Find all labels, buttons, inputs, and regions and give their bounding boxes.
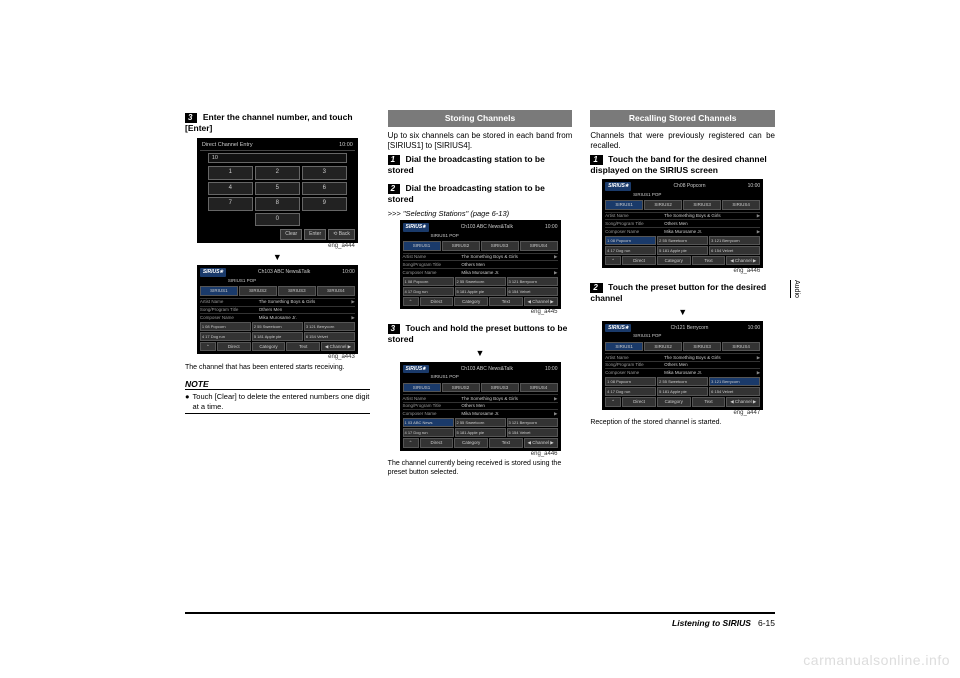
image-label: eng_a446 — [605, 268, 760, 276]
step-number: 1 — [388, 155, 400, 165]
back-button: ⟲ Back — [328, 229, 355, 239]
sirius-logo: SIRIUS🞲 — [200, 268, 226, 276]
manual-page: 3 Enter the channel number, and touch [E… — [185, 110, 775, 630]
sirius-screen: SIRIUS🞲 Ch103 ABC News&Talk 10:00 SIRIUS… — [400, 220, 561, 309]
key-0: 0 — [255, 213, 300, 227]
enter-button: Enter — [304, 229, 326, 239]
step-number: 2 — [590, 283, 602, 293]
key-9: 9 — [302, 197, 347, 211]
key-4: 4 — [208, 182, 253, 196]
key-6: 6 — [302, 182, 347, 196]
step-2: 2 Touch the preset button for the desire… — [590, 282, 775, 304]
entry-value: 10 — [208, 153, 347, 164]
tab-sirius3: SIRIUS3 — [278, 286, 316, 296]
reference: >>> "Selecting Stations" (page 6-13) — [388, 209, 573, 218]
caption: Reception of the stored channel is start… — [590, 419, 775, 428]
step-3: 3 Enter the channel number, and touch [E… — [185, 112, 370, 134]
step-1: 1 Dial the broadcasting station to be st… — [388, 154, 573, 176]
step-3: 3 Touch and hold the preset buttons to b… — [388, 323, 573, 345]
numpad: 1 2 3 4 5 6 7 8 9 0 — [208, 166, 347, 226]
sirius-logo: SIRIUS🞲 — [605, 182, 631, 190]
footer-title: Listening to SIRIUS — [672, 618, 751, 628]
page-footer: Listening to SIRIUS 6-15 — [185, 612, 775, 628]
image-label: eng_a446 — [403, 451, 558, 459]
step-number: 2 — [388, 184, 400, 194]
note-body: ● Touch [Clear] to delete the entered nu… — [185, 390, 370, 414]
step-1: 1 Touch the band for the desired channel… — [590, 154, 775, 176]
note-header: NOTE — [185, 379, 370, 391]
step-number: 1 — [590, 155, 602, 165]
tab-sirius4: SIRIUS4 — [317, 286, 355, 296]
column-3: Recalling Stored Channels Channels that … — [590, 110, 775, 630]
mock-title: Direct Channel Entry — [202, 142, 253, 149]
key-1: 1 — [208, 166, 253, 180]
down-arrow-icon: ▼ — [185, 252, 370, 263]
page-number: 6-15 — [758, 618, 775, 628]
section-tab: Audio — [790, 280, 800, 298]
step-number: 3 — [185, 113, 197, 123]
step-2: 2 Dial the broadcasting station to be st… — [388, 183, 573, 205]
watermark: carmanualsonline.info — [803, 652, 950, 668]
sirius-screen: SIRIUS🞲 Ch121 Berrycorn 10:00 SIRIUS1 PO… — [602, 321, 763, 410]
key-2: 2 — [255, 166, 300, 180]
key-8: 8 — [255, 197, 300, 211]
key-3: 3 — [302, 166, 347, 180]
image-label: eng_a445 — [403, 309, 558, 317]
down-arrow-icon: ▼ — [590, 307, 775, 318]
column-2: Storing Channels Up to six channels can … — [388, 110, 573, 630]
sirius-screen: SIRIUS🞲 Ch103 ABC News&Talk 10:00 SIRIUS… — [197, 265, 358, 354]
intro-text: Up to six channels can be stored in each… — [388, 131, 573, 151]
caption: The channel currently being received is … — [388, 460, 573, 478]
key-7: 7 — [208, 197, 253, 211]
step-number: 3 — [388, 324, 400, 334]
storing-channels-header: Storing Channels — [388, 110, 573, 127]
intro-text: Channels that were previously registered… — [590, 131, 775, 151]
direct-channel-entry-screen: Direct Channel Entry 10:00 10 1 2 3 4 5 … — [197, 138, 358, 243]
sirius-logo: SIRIUS🞲 — [605, 324, 631, 332]
step-text: Enter the channel number, and touch [Ent… — [185, 112, 353, 133]
key-5: 5 — [255, 182, 300, 196]
sirius-screen: SIRIUS🞲 Ch08 Popcorn 10:00 SIRIUS1 POP S… — [602, 179, 763, 268]
sirius-logo: SIRIUS🞲 — [403, 223, 429, 231]
sirius-screen: SIRIUS🞲 Ch103 ABC News&Talk 10:00 SIRIUS… — [400, 362, 561, 451]
image-label: eng_a443 — [200, 354, 355, 362]
image-label: eng_a444 — [200, 243, 355, 251]
down-arrow-icon: ▼ — [388, 348, 573, 359]
recalling-stored-channels-header: Recalling Stored Channels — [590, 110, 775, 127]
tab-sirius1: SIRIUS1 — [200, 286, 238, 296]
caption: The channel that has been entered starts… — [185, 364, 370, 373]
bullet-icon: ● — [185, 392, 190, 411]
mock-time: 10:00 — [339, 142, 353, 149]
column-1: 3 Enter the channel number, and touch [E… — [185, 110, 370, 630]
sirius-logo: SIRIUS🞲 — [403, 365, 429, 373]
clear-button: Clear — [280, 229, 302, 239]
image-label: eng_a447 — [605, 410, 760, 418]
tab-sirius2: SIRIUS2 — [239, 286, 277, 296]
